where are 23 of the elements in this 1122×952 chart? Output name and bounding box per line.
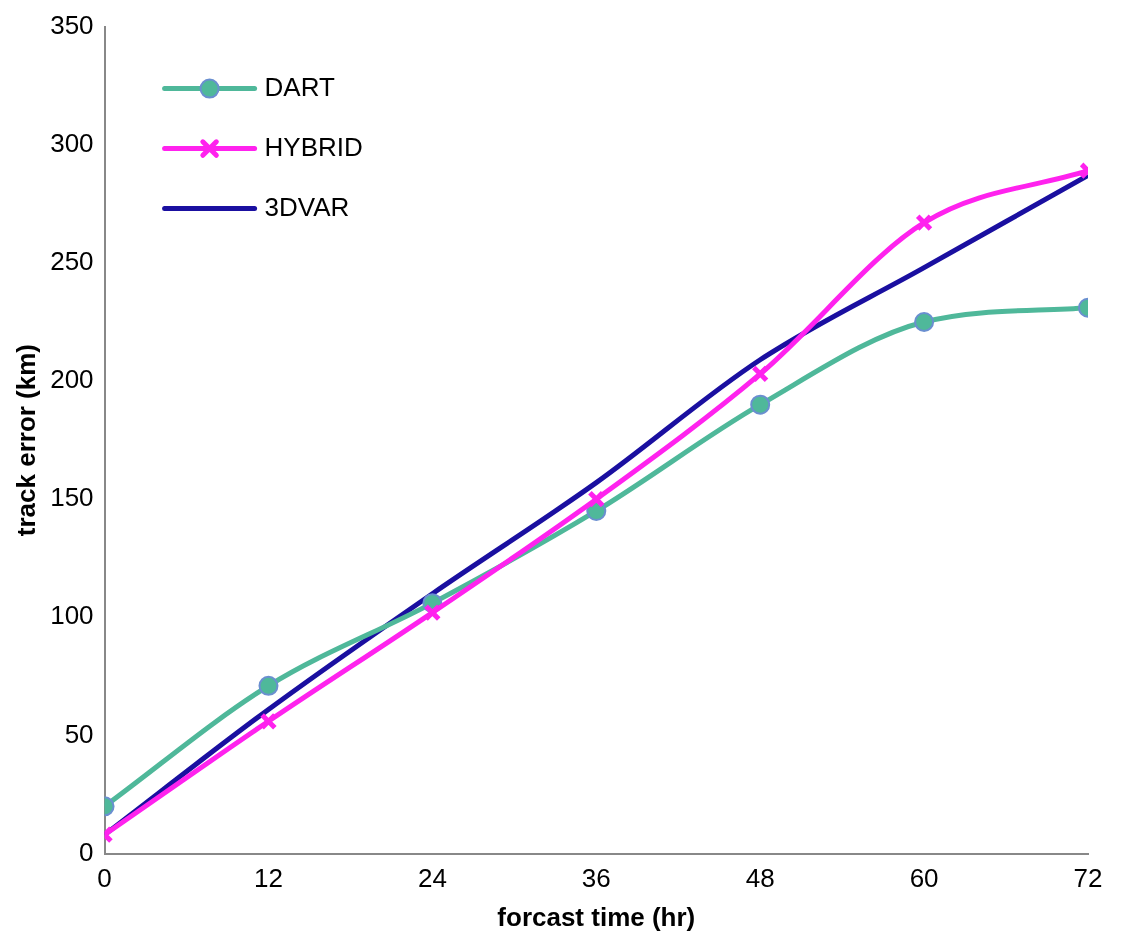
y-tick-label: 350 (50, 9, 94, 40)
point (423, 603, 442, 622)
point (751, 365, 770, 383)
x-axis-title: forcast time (hr) (497, 901, 696, 932)
x-tick-label: 24 (417, 863, 447, 894)
y-tick-label: 50 (64, 718, 94, 749)
y-tick-label: 250 (50, 246, 94, 277)
y-tick-label: 200 (50, 364, 94, 395)
legend-label: HYBRID (264, 131, 363, 162)
y-axis-title: track error (km) (10, 344, 41, 537)
x-tick-label: 12 (254, 863, 283, 894)
y-tick-label: 100 (50, 600, 94, 631)
legend-label: DART (264, 71, 335, 102)
y-tick-label: 0 (79, 836, 94, 867)
x-tick-label: 72 (1073, 863, 1103, 894)
x-tick-label: 60 (909, 863, 939, 894)
x-tick-label: 48 (745, 863, 775, 894)
legend-label: 3DVAR (264, 191, 350, 222)
y-tick-label: 150 (50, 482, 94, 513)
point (587, 490, 606, 509)
point (750, 394, 771, 415)
x-tick-label: 36 (581, 863, 611, 894)
y-tick-label: 300 (50, 127, 94, 158)
